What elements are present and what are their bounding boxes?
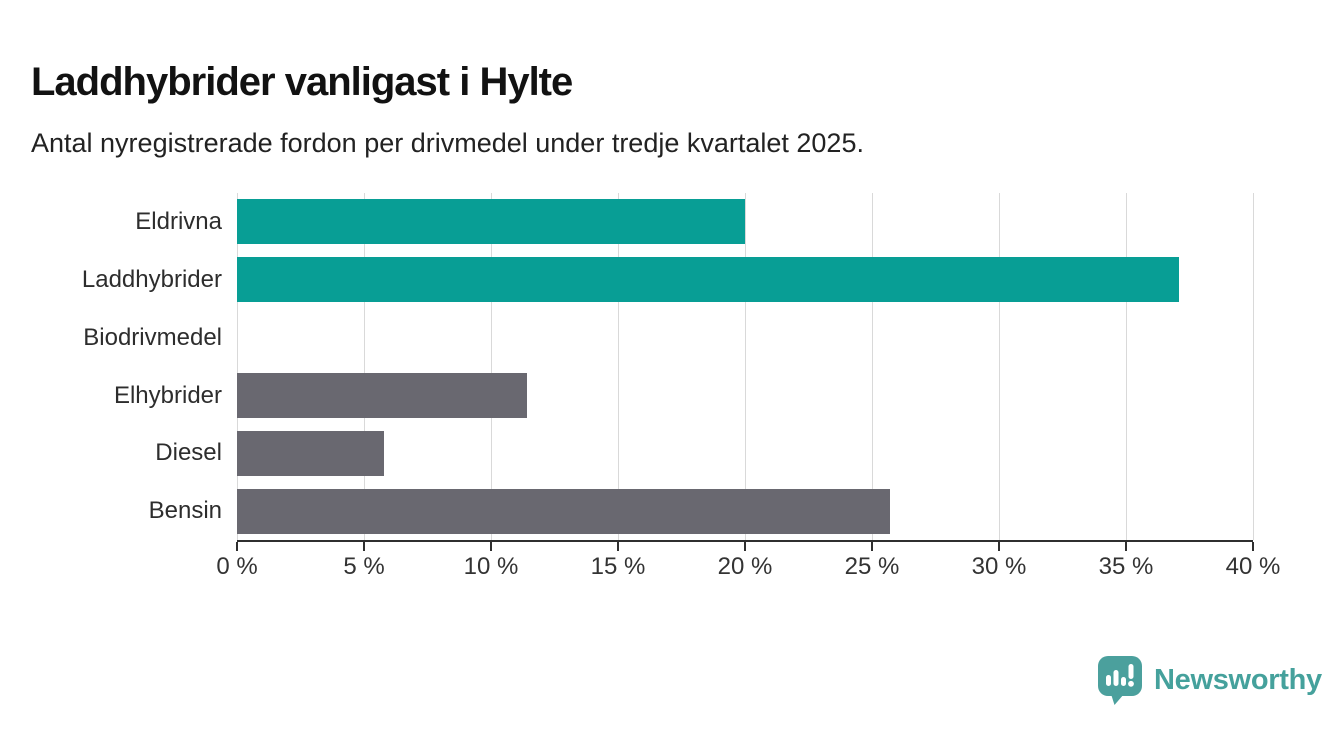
category-label-eldrivna: Eldrivna: [135, 208, 222, 235]
x-axis-tick: [1125, 542, 1127, 551]
x-tick-label: 5 %: [343, 553, 385, 580]
x-axis-tick: [363, 542, 365, 551]
x-tick-label: 10 %: [463, 553, 519, 580]
gridline: [1252, 193, 1254, 540]
chart-subtitle: Antal nyregistrerade fordon per drivmede…: [31, 128, 864, 158]
category-label-diesel: Diesel: [155, 439, 222, 467]
x-axis-tick: [1252, 542, 1254, 551]
y-axis-category-labels: Eldrivna Laddhybrider Biodrivmedel Elhybrid…: [0, 193, 222, 540]
gridline: [490, 193, 492, 540]
bar-eldrivna: [237, 199, 745, 245]
gridline: [236, 193, 238, 540]
x-axis-tick: [617, 542, 619, 551]
x-axis-line: [237, 540, 1253, 542]
category-label-bensin: Bensin: [148, 497, 222, 525]
x-axis-tick: [744, 542, 746, 551]
x-tick-label: 25 %: [844, 553, 900, 580]
x-axis-tick: [998, 542, 1000, 551]
x-tick-label: 30 %: [971, 553, 1027, 580]
x-tick-label: 40 %: [1225, 553, 1281, 580]
x-axis-tick: [236, 542, 238, 551]
x-axis-tick: [871, 542, 873, 551]
gridline: [871, 193, 873, 540]
gridline: [363, 193, 365, 540]
gridline: [1125, 193, 1127, 540]
brand-logo: Newsworthy: [1097, 655, 1322, 706]
x-tick-label: 15 %: [590, 553, 646, 580]
x-axis-tick: [490, 542, 492, 551]
bar-elhybrider: [237, 372, 527, 418]
gridline: [617, 193, 619, 540]
brand-wordmark: Newsworthy: [1154, 664, 1322, 696]
newsworthy-speech-bubble-chart-icon: [1098, 656, 1142, 705]
category-label-laddhybrider: Laddhybrider: [81, 265, 222, 293]
x-tick-label: 35 %: [1098, 553, 1154, 580]
category-label-biodrivmedel: Biodrivmedel: [83, 323, 222, 351]
gridline: [744, 193, 746, 540]
bar-bensin: [237, 488, 890, 534]
x-tick-label: 20 %: [717, 553, 773, 580]
chart-title: Laddhybrider vanligast i Hylte: [31, 59, 573, 104]
x-tick-label: 0 %: [216, 553, 258, 580]
bar-laddhybrider: [237, 257, 1180, 303]
gridline: [998, 193, 1000, 540]
bar-diesel: [237, 430, 385, 476]
plot-area: 0 % 5 % 10 % 15 % 20 % 25 % 30 % 35 % 40 %: [216, 193, 1280, 580]
category-label-elhybrider: Elhybrider: [113, 381, 222, 409]
